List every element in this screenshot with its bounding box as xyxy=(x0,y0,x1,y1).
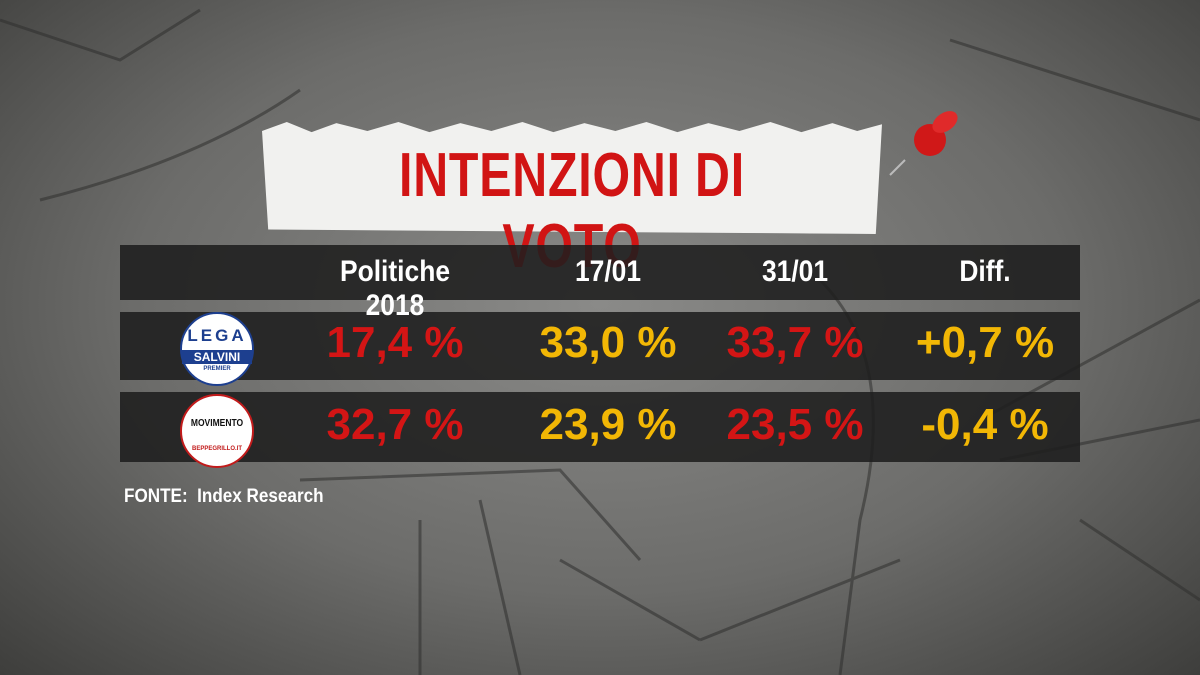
value-cell: 32,7 % xyxy=(326,400,464,449)
column-header: 17/01 xyxy=(574,255,642,288)
logo-text: MOVIMENTO xyxy=(190,418,244,429)
column-header: Politiche 2018 xyxy=(339,255,451,322)
value-cell: -0,4 % xyxy=(921,400,1049,449)
value-cell: 33,0 % xyxy=(539,318,677,367)
column-header: 31/01 xyxy=(761,255,829,288)
row-band xyxy=(120,312,1080,380)
value-cell: 17,4 % xyxy=(326,318,464,367)
source: FONTE: Index Research xyxy=(124,486,324,507)
logo-text: SALVINI xyxy=(182,350,252,364)
column-header: Diff. xyxy=(959,255,1011,288)
value-cell: +0,7 % xyxy=(915,318,1055,367)
header-band xyxy=(120,245,1080,300)
party-logo: LEGA SALVINI PREMIER xyxy=(180,312,254,386)
party-logo: MOVIMENTO BEPPEGRILLO.IT xyxy=(180,394,254,468)
value-cell: 23,9 % xyxy=(539,400,677,449)
title-paper xyxy=(262,122,882,234)
logo-text: BEPPEGRILLO.IT xyxy=(191,446,242,452)
row-band xyxy=(120,392,1080,462)
value-cell: 33,7 % xyxy=(726,318,864,367)
logo-text: PREMIER xyxy=(203,366,231,372)
value-cell: 23,5 % xyxy=(726,400,864,449)
push-pin xyxy=(889,111,958,176)
logo-text: LEGA xyxy=(187,326,247,345)
